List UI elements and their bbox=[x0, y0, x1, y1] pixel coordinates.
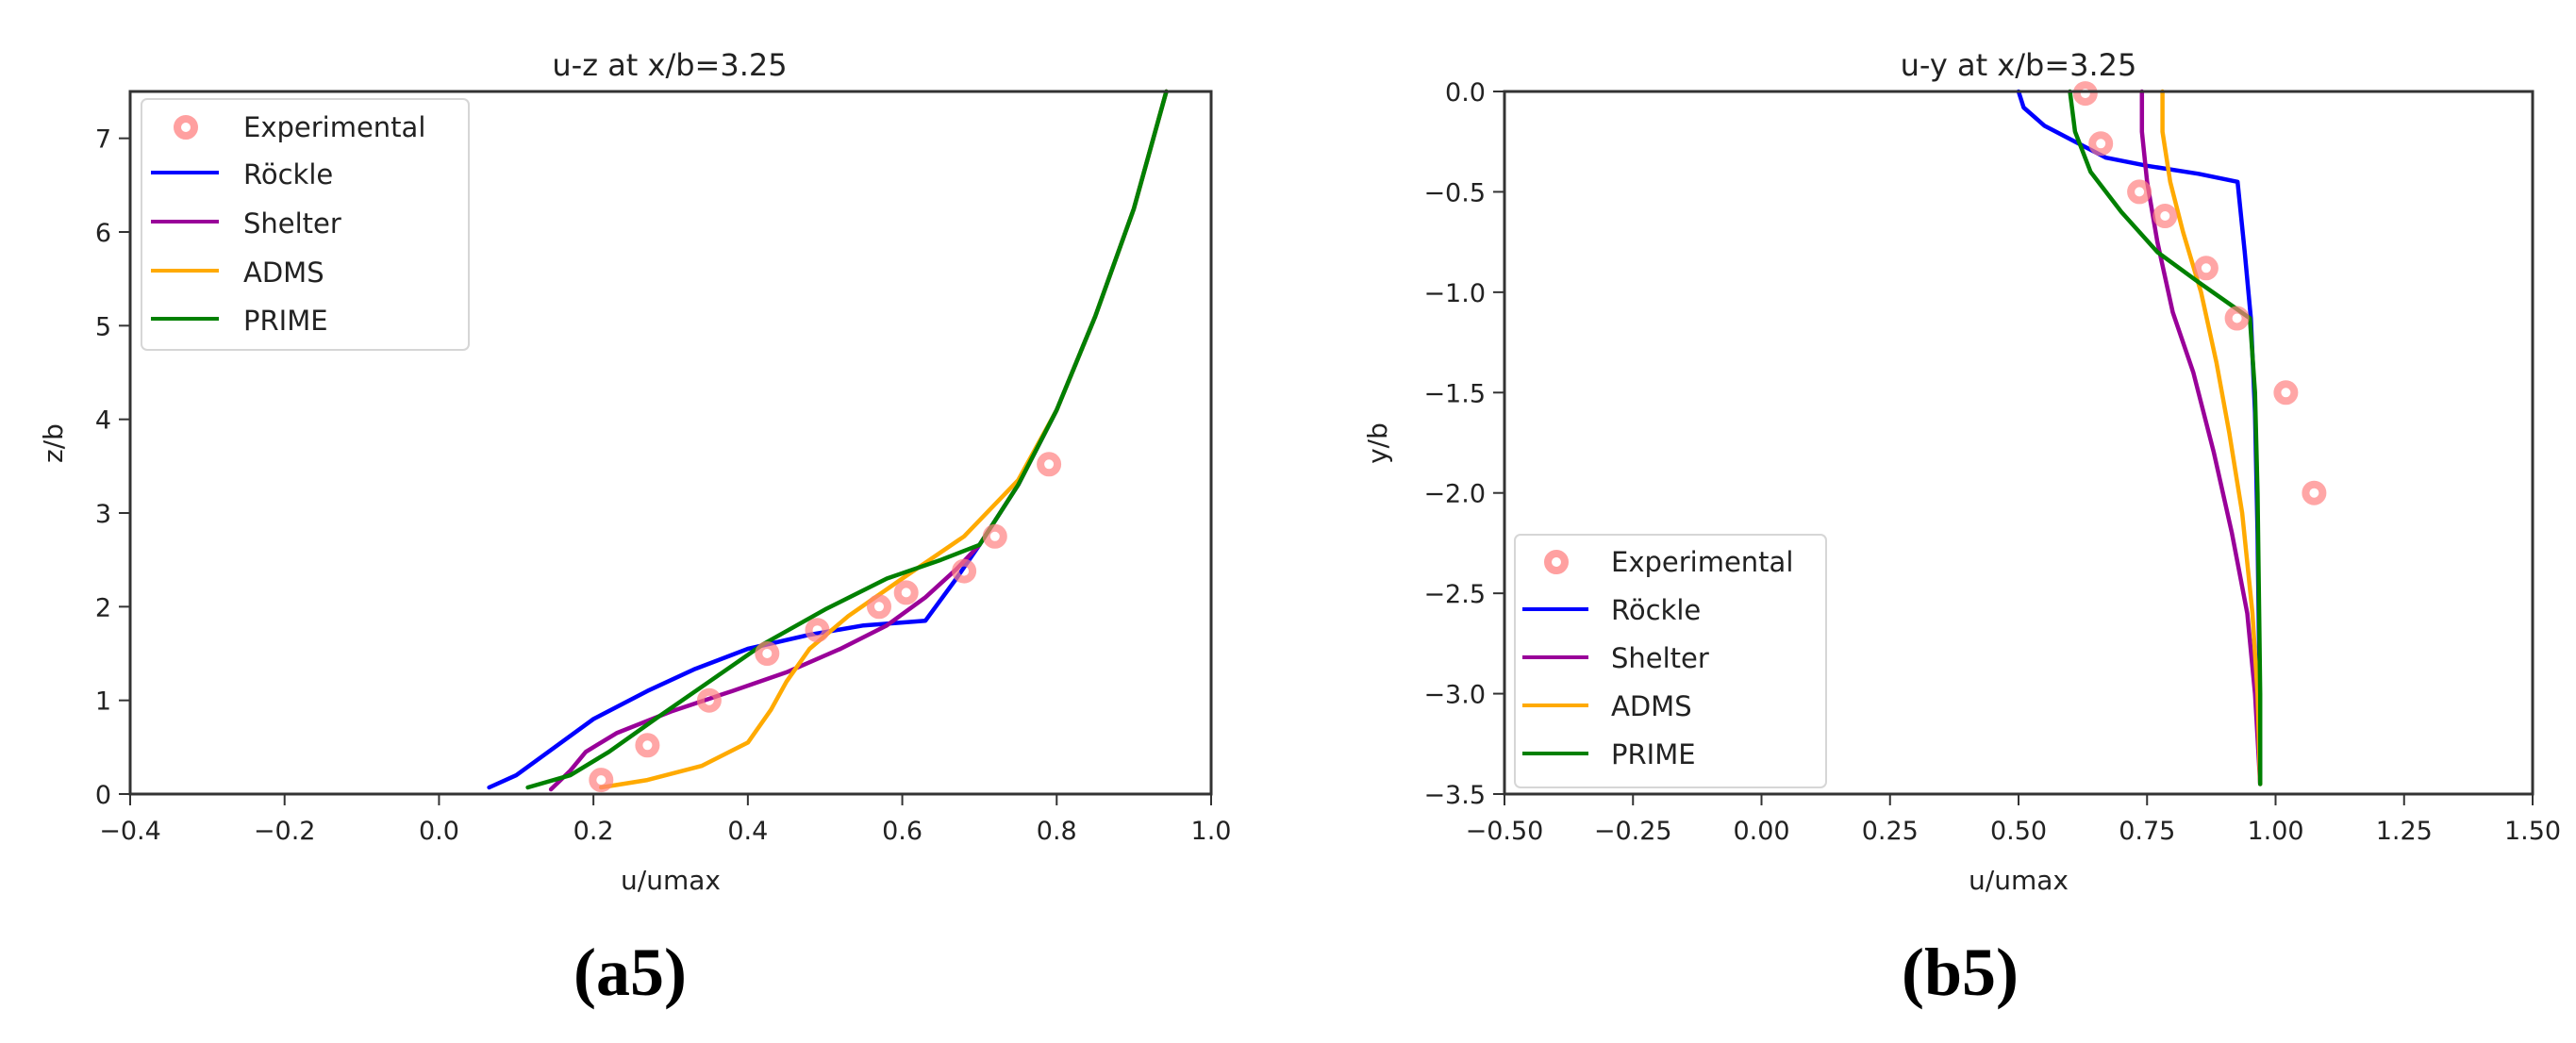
panel-a-x-label: u/umax bbox=[621, 865, 721, 896]
legend-label-adms: ADMS bbox=[243, 257, 324, 289]
experimental-data-point bbox=[805, 618, 830, 643]
panel-b-caption: (b5) bbox=[1902, 935, 2019, 1010]
y-tick-label: 2 bbox=[95, 593, 111, 622]
panel-a-legend-box bbox=[141, 98, 470, 351]
x-tick-label: 1.50 bbox=[2504, 817, 2561, 846]
legend-label-experimental: Experimental bbox=[1611, 546, 1793, 578]
experimental-data-point bbox=[867, 594, 891, 620]
x-tick-label: 0.8 bbox=[1037, 817, 1077, 846]
legend-label-rockle: Röckle bbox=[1611, 594, 1701, 626]
x-tick-label: 0.0 bbox=[419, 817, 459, 846]
legend-marker-experimental-icon bbox=[1544, 550, 1569, 574]
y-tick-label: −1.5 bbox=[1423, 379, 1486, 408]
x-tick-label: 0.2 bbox=[573, 817, 614, 846]
series-line-rckle bbox=[2016, 89, 2263, 786]
experimental-data-point bbox=[2152, 204, 2178, 228]
y-tick-label: 0 bbox=[95, 781, 111, 810]
experimental-data-point bbox=[635, 733, 660, 758]
series-line-shelter bbox=[548, 89, 1169, 792]
x-tick-label: −0.4 bbox=[99, 817, 161, 846]
y-tick-label: 7 bbox=[95, 125, 111, 155]
y-tick-label: −0.5 bbox=[1423, 178, 1486, 207]
panel-b-y-ticks: 0.0 −0.5 −1.0 −1.5 −2.0 −2.5 −3.0 −3.5 bbox=[1423, 78, 1504, 810]
x-tick-label: 1.00 bbox=[2247, 817, 2303, 846]
series-line-adms bbox=[2160, 89, 2263, 786]
x-tick-label: 0.6 bbox=[882, 817, 922, 846]
legend-label-rockle: Röckle bbox=[243, 158, 333, 190]
x-tick-label: 1.0 bbox=[1191, 817, 1232, 846]
y-tick-label: 1 bbox=[95, 687, 111, 717]
panel-b-title: u-y at x/b=3.25 bbox=[1901, 47, 2137, 83]
experimental-data-point bbox=[2072, 81, 2098, 107]
y-tick-label: 6 bbox=[95, 219, 111, 248]
panel-b-legend: Experimental Röckle Shelter ADMS PRIME bbox=[1514, 534, 1827, 788]
experimental-data-point bbox=[2193, 256, 2219, 281]
x-tick-label: 0.25 bbox=[1862, 817, 1919, 846]
panel-b-chart: u-y at x/b=3.25 −0.50 −0.25 0.00 0.25 0.50 0.… bbox=[1362, 47, 2561, 1010]
panel-b-plot-area bbox=[2016, 81, 2327, 786]
series-line-prime bbox=[2068, 89, 2263, 786]
x-tick-label: 0.00 bbox=[1733, 817, 1789, 846]
panel-a-axes-frame bbox=[128, 90, 1213, 796]
panel-a-chart: u-z at x/b=3.25 −0.4 −0.2 0.0 0.2 0.4 0.6 0.8 1… bbox=[38, 47, 1231, 1010]
legend-label-adms: ADMS bbox=[1611, 690, 1692, 722]
experimental-data-point bbox=[952, 558, 977, 584]
experimental-data-point bbox=[589, 768, 614, 793]
y-tick-label: −1.0 bbox=[1423, 279, 1486, 308]
legend-label-prime: PRIME bbox=[243, 305, 328, 337]
experimental-data-point bbox=[2127, 179, 2152, 205]
legend-label-experimental: Experimental bbox=[243, 111, 425, 143]
x-tick-label: −0.50 bbox=[1466, 817, 1544, 846]
experimental-data-point bbox=[2273, 380, 2299, 406]
panel-a-caption: (a5) bbox=[573, 935, 687, 1010]
x-tick-label: 1.25 bbox=[2376, 817, 2433, 846]
experimental-data-point bbox=[755, 641, 780, 666]
panel-a-y-ticks: 0 1 2 3 4 5 6 7 bbox=[95, 125, 130, 810]
panel-b-x-ticks: −0.50 −0.25 0.00 0.25 0.50 0.75 1.00 1.25 1.50 bbox=[1466, 794, 2561, 846]
series-line-prime bbox=[525, 89, 1169, 790]
legend-label-prime: PRIME bbox=[1611, 738, 1696, 770]
panel-a-plot-area bbox=[487, 89, 1169, 793]
panel-b-y-label: y/b bbox=[1362, 422, 1393, 464]
y-tick-label: −2.0 bbox=[1423, 480, 1486, 509]
panel-b-legend-box bbox=[1514, 534, 1827, 788]
x-tick-label: 0.50 bbox=[1990, 817, 2047, 846]
panel-a-legend: Experimental Röckle Shelter ADMS PRIME bbox=[141, 98, 470, 351]
series-line-rckle bbox=[487, 89, 1169, 790]
x-tick-label: 0.75 bbox=[2119, 817, 2175, 846]
experimental-data-point bbox=[2302, 480, 2327, 505]
panel-a-y-label: z/b bbox=[38, 423, 69, 463]
legend-label-shelter: Shelter bbox=[1611, 642, 1709, 674]
legend-label-shelter: Shelter bbox=[243, 207, 341, 240]
experimental-data-point bbox=[893, 580, 919, 605]
y-tick-label: 3 bbox=[95, 500, 111, 529]
x-tick-label: −0.25 bbox=[1594, 817, 1672, 846]
experimental-data-point bbox=[2088, 131, 2114, 157]
legend-marker-experimental-icon bbox=[174, 115, 198, 140]
experimental-data-point bbox=[696, 687, 722, 713]
y-tick-label: −2.5 bbox=[1423, 580, 1486, 609]
x-tick-label: 0.4 bbox=[727, 817, 768, 846]
series-line-adms bbox=[599, 89, 1169, 790]
panel-b-x-label: u/umax bbox=[1969, 865, 2069, 896]
panel-a-x-ticks: −0.4 −0.2 0.0 0.2 0.4 0.6 0.8 1.0 bbox=[99, 794, 1231, 846]
y-tick-label: −3.5 bbox=[1423, 781, 1486, 810]
y-tick-label: −3.0 bbox=[1423, 681, 1486, 710]
series-line-shelter bbox=[2139, 89, 2263, 786]
experimental-data-point bbox=[982, 523, 1007, 549]
y-tick-label: 0.0 bbox=[1445, 78, 1486, 108]
y-tick-label: 4 bbox=[95, 406, 111, 436]
x-tick-label: −0.2 bbox=[254, 817, 316, 846]
y-tick-label: 5 bbox=[95, 312, 111, 341]
experimental-data-point bbox=[2224, 306, 2250, 331]
panel-a-title: u-z at x/b=3.25 bbox=[552, 47, 787, 83]
experimental-data-point bbox=[1037, 452, 1062, 477]
